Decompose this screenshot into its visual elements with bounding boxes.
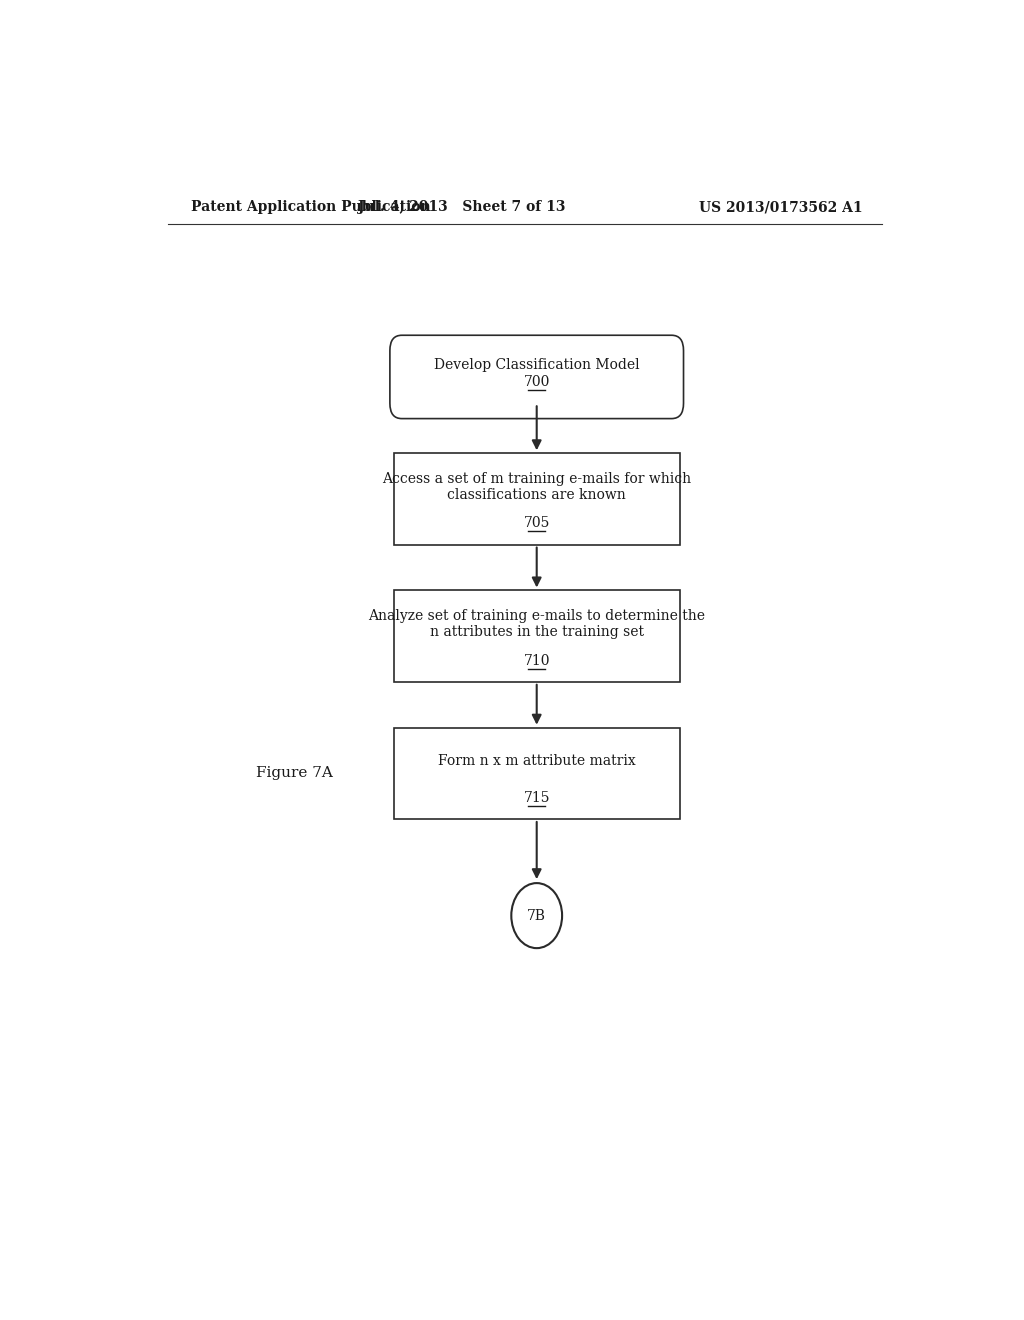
Text: 7B: 7B <box>527 908 546 923</box>
FancyBboxPatch shape <box>390 335 684 418</box>
Text: Patent Application Publication: Patent Application Publication <box>191 201 431 214</box>
Text: Access a set of m training e-mails for which
classifications are known: Access a set of m training e-mails for w… <box>382 471 691 502</box>
Text: Form n x m attribute matrix: Form n x m attribute matrix <box>438 754 636 768</box>
Text: 705: 705 <box>523 516 550 531</box>
Text: Jul. 4, 2013   Sheet 7 of 13: Jul. 4, 2013 Sheet 7 of 13 <box>357 201 565 214</box>
Text: 700: 700 <box>523 375 550 389</box>
Text: 710: 710 <box>523 653 550 668</box>
Text: Develop Classification Model: Develop Classification Model <box>434 358 640 372</box>
FancyBboxPatch shape <box>394 590 680 682</box>
Text: Figure 7A: Figure 7A <box>256 767 333 780</box>
FancyBboxPatch shape <box>394 727 680 818</box>
Text: 715: 715 <box>523 791 550 805</box>
Text: Analyze set of training e-mails to determine the
n attributes in the training se: Analyze set of training e-mails to deter… <box>369 609 706 639</box>
Circle shape <box>511 883 562 948</box>
Text: US 2013/0173562 A1: US 2013/0173562 A1 <box>699 201 863 214</box>
FancyBboxPatch shape <box>394 453 680 545</box>
